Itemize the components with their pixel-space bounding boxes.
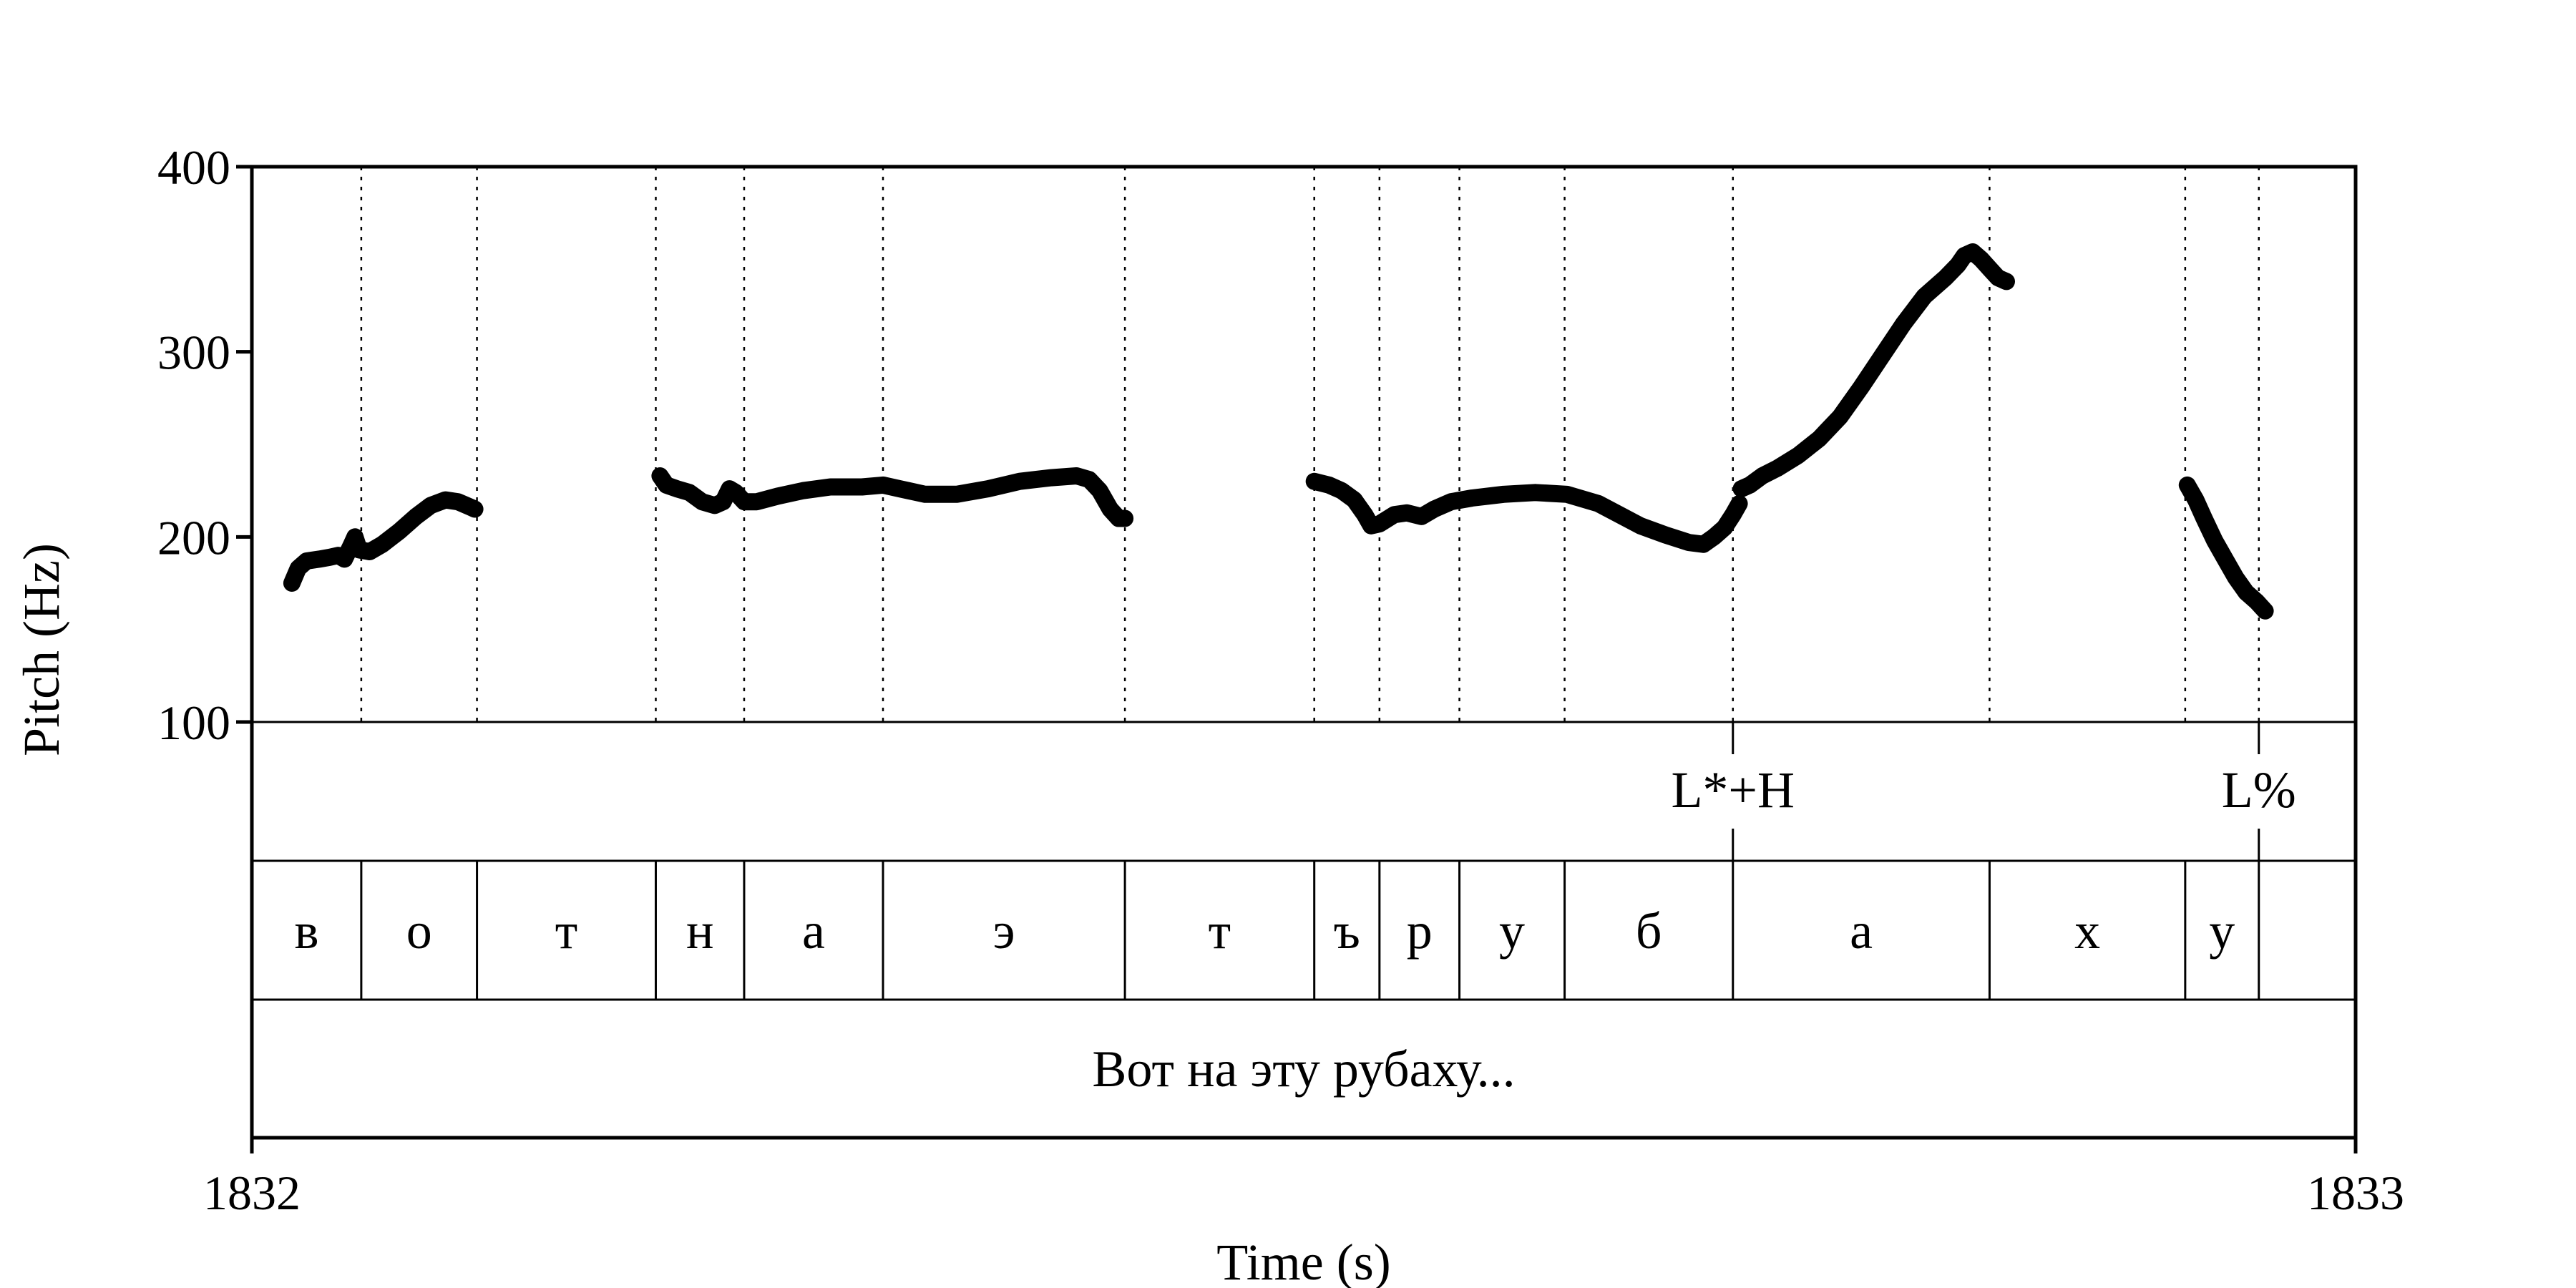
segment-label: р <box>1407 902 1433 960</box>
segment-label: э <box>993 902 1015 960</box>
annotation-tiers: L*+H L% в о т н а э т ъ р у б а х у Вот на эту рубаху... <box>252 721 2356 1098</box>
segment-label: в <box>294 902 318 960</box>
plot-frame <box>250 165 2358 1140</box>
pitch-contour <box>2178 476 2274 620</box>
pitch-contour <box>283 491 484 592</box>
y-axis-title: Pitch (Hz) <box>13 543 70 756</box>
pitch-track <box>283 243 2274 620</box>
x-axis-title: Time (s) <box>1216 1234 1390 1288</box>
tone-label: L*+H <box>1671 761 1795 819</box>
segment-label: ъ <box>1334 902 1360 960</box>
boundary-guides <box>360 167 2260 722</box>
segment-label: х <box>2074 902 2100 960</box>
x-tick-label: 1832 <box>203 1166 301 1220</box>
segment-label: т <box>1209 902 1231 960</box>
segment-label: у <box>1499 902 1525 960</box>
y-tick-label: 200 <box>157 510 230 565</box>
segment-label: у <box>2209 902 2235 960</box>
y-tick-label: 400 <box>157 140 230 195</box>
segment-label: о <box>406 902 432 960</box>
x-tick-label: 1833 <box>2307 1166 2404 1220</box>
pitch-contour <box>1305 472 1748 553</box>
pitch-contour <box>1732 243 2015 498</box>
segment-label: н <box>686 902 714 960</box>
axes: 100 200 300 400 1832 1833 <box>157 140 2404 1220</box>
y-tick-label: 100 <box>157 696 230 750</box>
pitch-contour <box>651 467 1134 527</box>
y-tick-label: 300 <box>157 326 230 380</box>
segment-label: а <box>1850 902 1873 960</box>
tone-label: L% <box>2222 761 2296 819</box>
utterance-label: Вот на эту рубаху... <box>1092 1040 1515 1098</box>
segment-label: а <box>802 902 825 960</box>
segment-label: б <box>1636 902 1662 960</box>
segment-label: т <box>555 902 577 960</box>
